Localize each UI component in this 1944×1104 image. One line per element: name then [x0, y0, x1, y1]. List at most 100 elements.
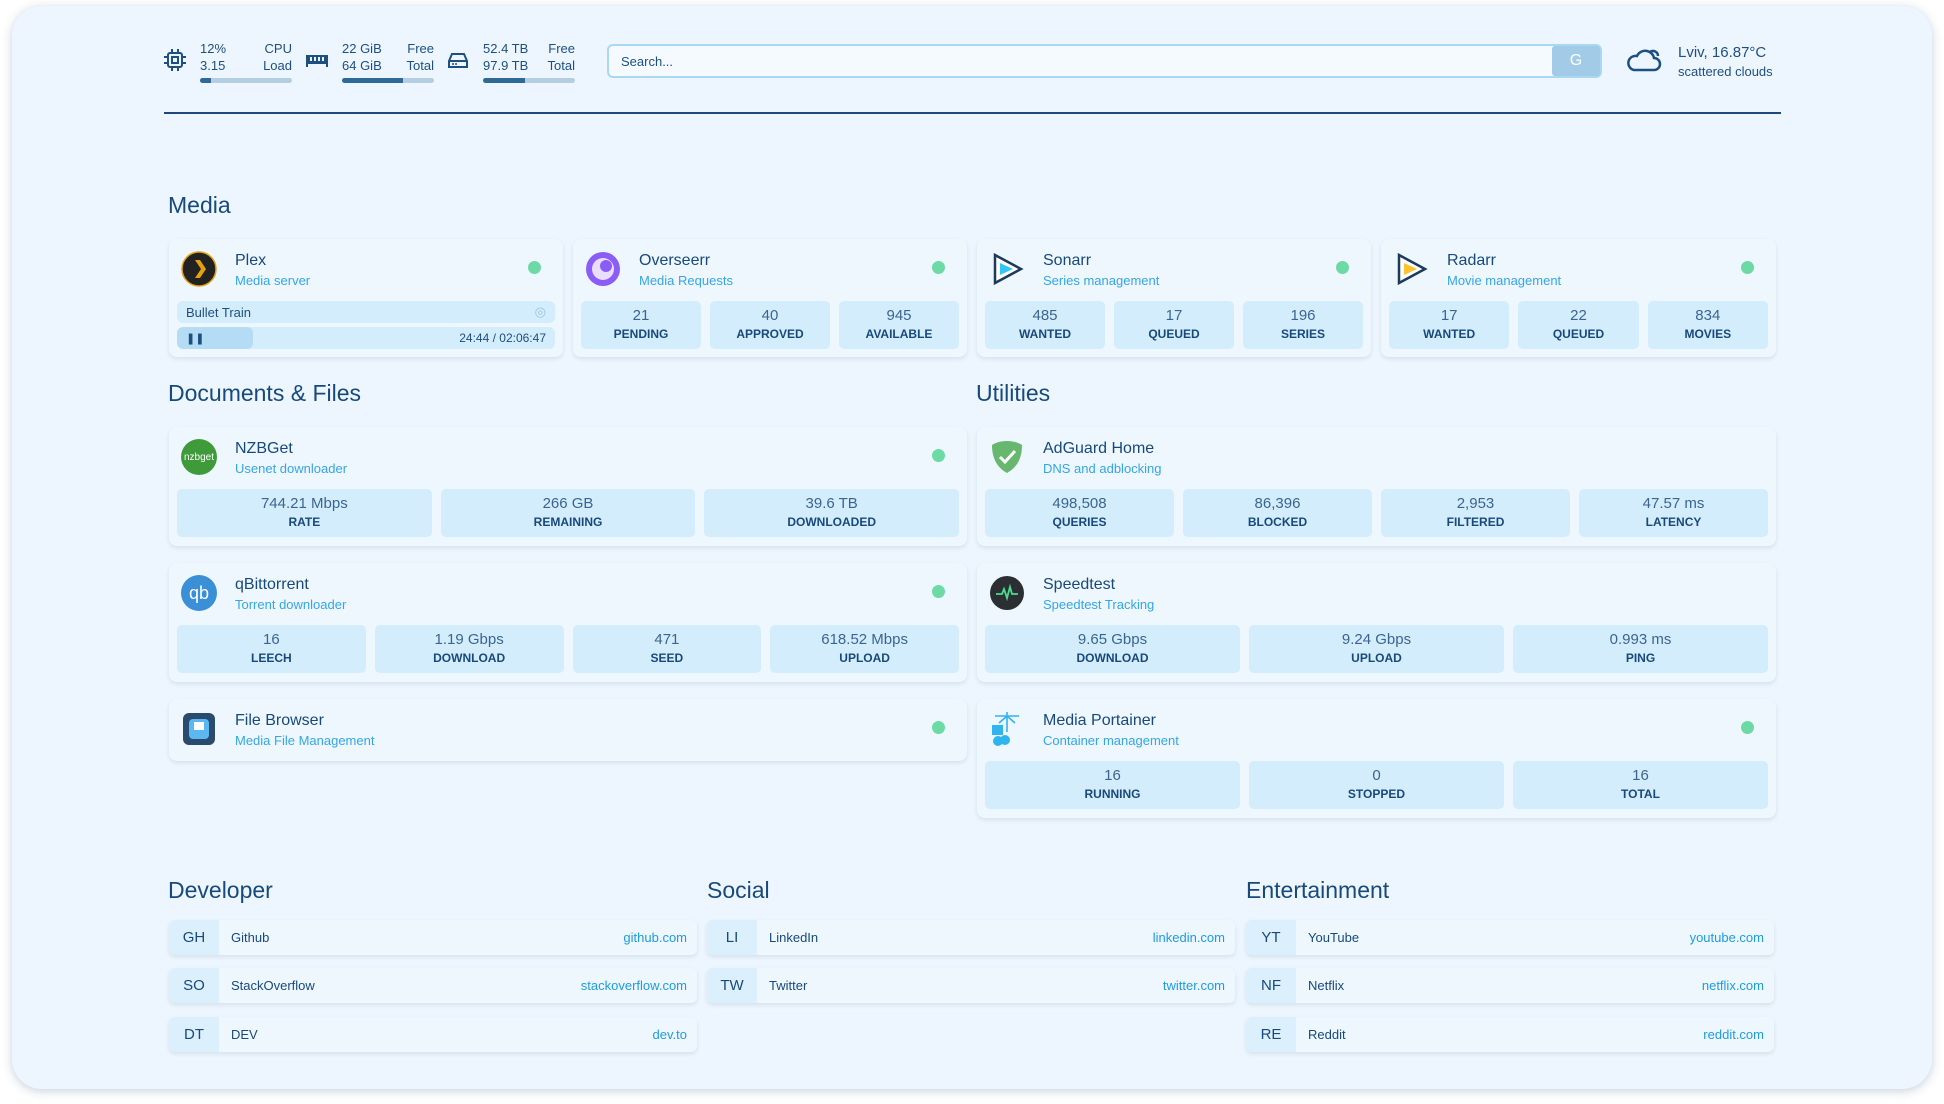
- stat-value: 266 GB: [542, 495, 594, 512]
- stat-value: 744.21 Mbps: [260, 495, 348, 512]
- overseerr-card[interactable]: Overseerr Media Requests 21 PENDING 40 APPR…: [573, 239, 967, 357]
- bookmark-linkedin[interactable]: LI LinkedIn linkedin.com: [707, 920, 1235, 955]
- search-bar[interactable]: Search... G: [607, 44, 1602, 78]
- stat-value: 22: [1570, 307, 1587, 324]
- nzbget-card[interactable]: nzbget NZBGet Usenet downloader 744.21 M…: [169, 427, 967, 546]
- speedtest-card[interactable]: Speedtest Speedtest Tracking 9.65 Gbps DO…: [977, 563, 1776, 682]
- stat-label: APPROVED: [736, 327, 804, 341]
- stat-stopped: 0 STOPPED: [1249, 761, 1504, 809]
- adguard-card[interactable]: AdGuard Home DNS and adblocking 498,508 Q…: [977, 427, 1776, 546]
- stat-filtered: 2,953 FILTERED: [1381, 489, 1570, 537]
- portainer-card[interactable]: Media Portainer Container management 16 R…: [977, 699, 1776, 818]
- service-subtitle: Usenet downloader: [235, 461, 348, 476]
- qbittorrent-card[interactable]: qb qBittorrent Torrent downloader 16 LEEC…: [169, 563, 967, 682]
- bookmark-name: Netflix: [1308, 978, 1345, 993]
- stat-queued: 22 QUEUED: [1518, 301, 1639, 349]
- file-browser-card[interactable]: File Browser Media File Management: [169, 699, 967, 761]
- stat-value: 0: [1372, 767, 1381, 784]
- memory-total: 64 GiB: [342, 58, 382, 73]
- stat-label: DOWNLOADED: [787, 515, 877, 529]
- service-subtitle: Series management: [1043, 273, 1160, 288]
- bookmark-name: Reddit: [1308, 1027, 1346, 1042]
- stat-movies: 834 MOVIES: [1647, 301, 1768, 349]
- bookmark-url: dev.to: [652, 1027, 687, 1042]
- stat-label: QUEUED: [1148, 327, 1200, 341]
- weather-description: scattered clouds: [1678, 64, 1773, 79]
- total-label: Total: [547, 58, 575, 73]
- stat-wanted: 485 WANTED: [985, 301, 1105, 349]
- service-title: NZBGet: [235, 440, 293, 457]
- bookmark-url: youtube.com: [1689, 930, 1764, 945]
- bookmark-dev[interactable]: DT DEV dev.to: [169, 1017, 697, 1052]
- bookmark-youtube[interactable]: YT YouTube youtube.com: [1246, 920, 1774, 955]
- bookmark-name: StackOverflow: [231, 978, 315, 993]
- search-provider-button[interactable]: G: [1552, 46, 1600, 76]
- bookmark-url: stackoverflow.com: [580, 978, 687, 993]
- playback-progress[interactable]: ❚❚ 24:44 / 02:06:47: [177, 327, 555, 349]
- radarr-card[interactable]: Radarr Movie management 17 WANTED 22 QUEUED…: [1381, 239, 1776, 357]
- sonarr-card[interactable]: Sonarr Series management 485 WANTED 17 QUEU…: [977, 239, 1371, 357]
- plex-card[interactable]: Plex Media server Bullet Train ◎ ❚❚ 24:44 …: [169, 239, 563, 357]
- cloud-icon: [1627, 49, 1662, 72]
- bookmark-abbr: GH: [169, 920, 219, 955]
- memory-free: 22 GiB: [342, 41, 382, 56]
- service-subtitle: DNS and adblocking: [1043, 461, 1162, 476]
- plex-icon: [181, 251, 217, 287]
- service-subtitle: Speedtest Tracking: [1043, 597, 1155, 612]
- service-subtitle: Torrent downloader: [235, 597, 347, 612]
- cpu-widget: 12% CPU 3.15 Load: [200, 40, 292, 83]
- bookmark-url: netflix.com: [1701, 978, 1764, 993]
- stat-label: STOPPED: [1347, 787, 1406, 801]
- stat-value: 834: [1695, 307, 1721, 324]
- stat-label: RUNNING: [1084, 787, 1141, 801]
- stat-seed: 471 SEED: [572, 625, 762, 673]
- disk-icon: [448, 53, 468, 68]
- service-title: Media Portainer: [1043, 712, 1156, 729]
- disk-free: 52.4 TB: [483, 41, 529, 56]
- free-label: Free: [548, 41, 575, 56]
- bookmark-url: reddit.com: [1703, 1027, 1764, 1042]
- overseerr-icon: [586, 252, 620, 286]
- bookmark-url: twitter.com: [1162, 978, 1225, 993]
- service-subtitle: Movie management: [1447, 273, 1562, 288]
- service-subtitle: Media server: [235, 273, 311, 288]
- stat-value: 39.6 TB: [805, 495, 858, 512]
- stat-value: 40: [761, 307, 779, 324]
- bookmark-github[interactable]: GH Github github.com: [169, 920, 697, 955]
- stat-label: MOVIES: [1684, 327, 1732, 341]
- bookmark-stackoverflow[interactable]: SO StackOverflow stackoverflow.com: [169, 968, 697, 1003]
- bookmark-name: Github: [231, 930, 270, 945]
- stat-value: 86,396: [1254, 495, 1301, 512]
- pause-icon[interactable]: ❚❚: [186, 332, 205, 345]
- bookmark-abbr: SO: [169, 968, 219, 1003]
- cpu-icon: [164, 49, 186, 71]
- stat-label: TOTAL: [1621, 787, 1660, 801]
- bookmark-abbr: DT: [169, 1017, 219, 1052]
- stat-queries: 498,508 QUERIES: [985, 489, 1174, 537]
- stat-download: 1.19 Gbps DOWNLOAD: [374, 625, 564, 673]
- stat-value: 196: [1290, 307, 1316, 324]
- adguard-shield-icon: [992, 441, 1022, 473]
- disk-bar: [483, 78, 575, 83]
- nzbget-icon: nzbget: [181, 439, 217, 475]
- bookmark-netflix[interactable]: NF Netflix netflix.com: [1246, 968, 1774, 1003]
- stat-leech: 16 LEECH: [177, 625, 366, 673]
- load-label: Load: [263, 58, 292, 73]
- bookmark-name: Twitter: [769, 978, 808, 993]
- dashboard-window: [12, 6, 1932, 1089]
- bookmark-twitter[interactable]: TW Twitter twitter.com: [707, 968, 1235, 1003]
- stat-value: 16: [1104, 767, 1121, 784]
- stat-value: 2,953: [1456, 495, 1495, 512]
- cpu-load: 3.15: [200, 58, 226, 73]
- section-title-utilities: Utilities: [976, 380, 1051, 406]
- stat-label: WANTED: [1019, 327, 1071, 341]
- header-divider: [164, 112, 1781, 114]
- bookmark-reddit[interactable]: RE Reddit reddit.com: [1246, 1017, 1774, 1052]
- qbittorrent-icon: qb: [181, 575, 217, 611]
- search-input[interactable]: Search...: [621, 53, 674, 69]
- speedtest-icon: [990, 576, 1024, 610]
- stat-value: 21: [632, 307, 650, 324]
- status-indicator: [528, 261, 541, 274]
- stat-label: WANTED: [1423, 327, 1476, 341]
- stat-wanted: 17 WANTED: [1389, 301, 1510, 349]
